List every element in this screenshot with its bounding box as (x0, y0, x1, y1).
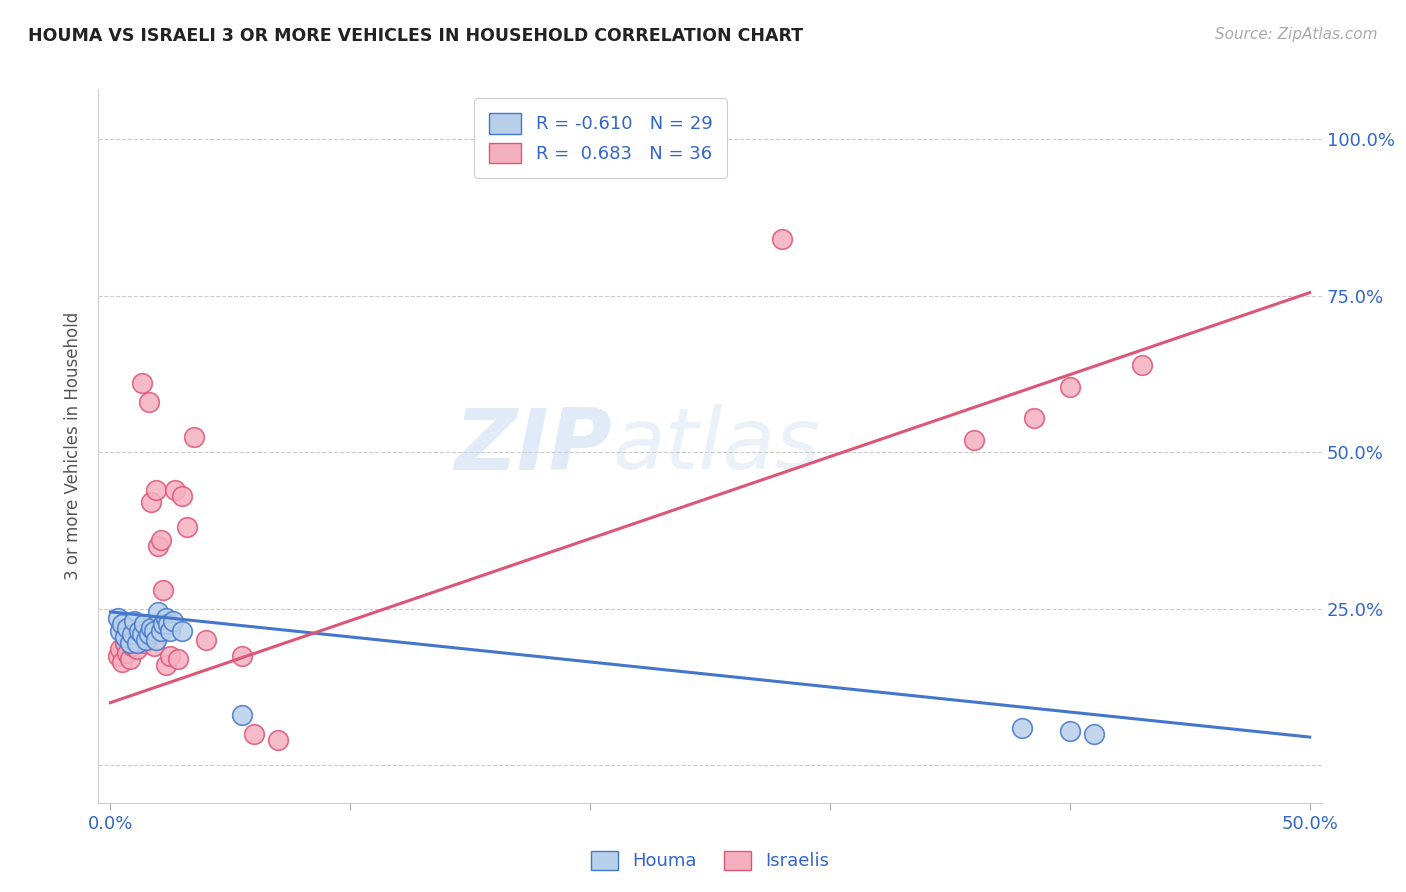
Point (231, 708, 253, 723)
Point (115, 621, 138, 635)
Point (107, 648, 129, 663)
Legend: Houma, Israelis: Houma, Israelis (582, 842, 838, 880)
Point (155, 611, 177, 625)
Point (231, 648, 253, 663)
Point (114, 636, 136, 650)
Point (135, 630, 157, 644)
Point (141, 621, 163, 635)
Text: atlas: atlas (612, 404, 820, 488)
Point (128, 624, 150, 638)
Point (114, 630, 136, 644)
Text: ZIP: ZIP (454, 404, 612, 488)
Point (141, 495, 163, 509)
Point (166, 652, 188, 666)
Point (111, 655, 134, 669)
Point (142, 640, 165, 654)
Point (1011, 721, 1033, 735)
Point (172, 624, 194, 638)
Point (243, 727, 266, 741)
Point (111, 617, 134, 632)
Point (142, 624, 165, 638)
Point (128, 633, 150, 648)
Point (121, 627, 143, 641)
Point (125, 636, 148, 650)
Point (149, 624, 172, 638)
Point (138, 395, 160, 409)
Point (149, 533, 172, 547)
Point (107, 611, 129, 625)
Point (138, 627, 160, 641)
Point (156, 617, 179, 632)
Point (148, 539, 170, 553)
Point (118, 636, 141, 650)
Point (770, 232, 793, 246)
Point (162, 614, 184, 628)
Point (124, 633, 146, 648)
Point (108, 642, 131, 657)
Point (159, 648, 181, 663)
Point (121, 640, 143, 654)
Point (131, 376, 153, 391)
Point (152, 617, 174, 632)
Point (132, 636, 155, 650)
Point (176, 520, 198, 534)
Point (159, 624, 181, 638)
Point (152, 582, 174, 597)
Text: HOUMA VS ISRAELI 3 OR MORE VEHICLES IN HOUSEHOLD CORRELATION CHART: HOUMA VS ISRAELI 3 OR MORE VEHICLES IN H… (28, 27, 803, 45)
Point (183, 429, 205, 443)
Point (1059, 723, 1081, 738)
Point (963, 433, 986, 447)
Y-axis label: 3 or more Vehicles in Household: 3 or more Vehicles in Household (65, 312, 83, 580)
Point (1022, 410, 1045, 425)
Point (172, 489, 194, 503)
Point (118, 652, 141, 666)
Point (108, 624, 131, 638)
Point (148, 605, 170, 619)
Point (115, 646, 138, 660)
Point (131, 627, 153, 641)
Point (1083, 727, 1105, 741)
Point (195, 633, 218, 648)
Point (145, 483, 167, 497)
Point (132, 617, 155, 632)
Point (165, 483, 187, 497)
Point (145, 633, 167, 648)
Point (267, 733, 290, 747)
Point (124, 614, 146, 628)
Point (125, 642, 148, 657)
Point (1059, 379, 1081, 393)
Point (1130, 358, 1153, 372)
Point (155, 658, 177, 673)
Text: Source: ZipAtlas.com: Source: ZipAtlas.com (1215, 27, 1378, 42)
Point (135, 633, 157, 648)
